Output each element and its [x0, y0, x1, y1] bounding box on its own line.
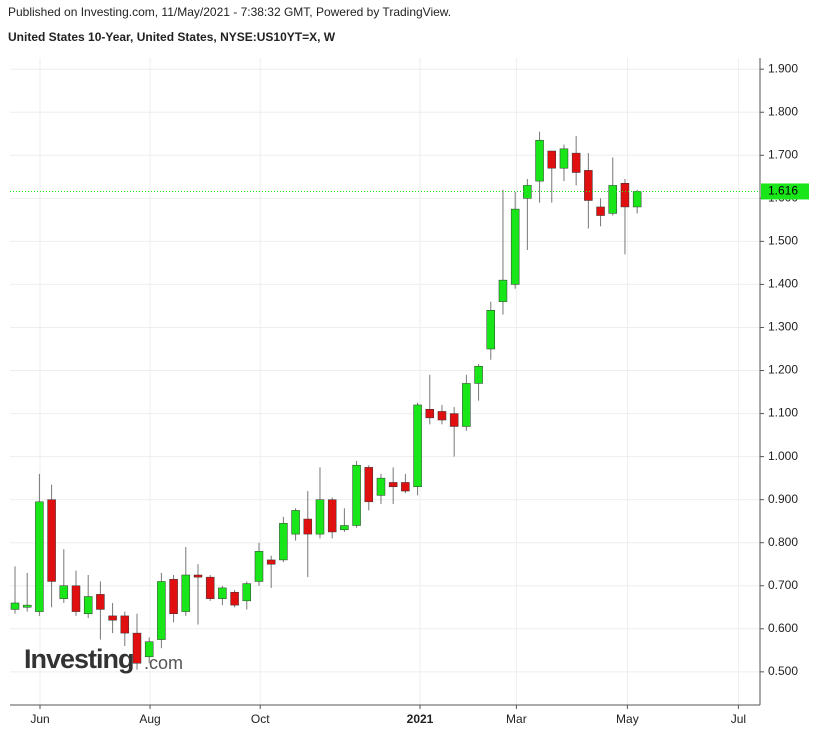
- candle-body: [266, 559, 276, 565]
- chart-title: United States 10-Year, United States, NY…: [8, 30, 336, 44]
- candle-body: [22, 604, 32, 608]
- watermark-suffix: .com: [144, 653, 183, 673]
- candle-body: [218, 587, 227, 599]
- candle-body: [108, 615, 117, 621]
- candle-body: [340, 525, 349, 531]
- candle-body: [462, 383, 471, 427]
- candle-body: [96, 594, 105, 610]
- candle-body: [303, 518, 313, 535]
- candle-body: [59, 585, 69, 599]
- candle-body: [535, 139, 544, 182]
- candle-body: [474, 365, 483, 384]
- candle-body: [486, 310, 496, 350]
- candle-body: [230, 591, 239, 606]
- candle-body: [632, 191, 642, 208]
- y-tick-label: 0.500: [768, 664, 798, 678]
- candle-body: [596, 206, 605, 216]
- x-tick-label: May: [616, 712, 639, 726]
- candle-body: [71, 585, 81, 612]
- candle-body: [510, 208, 520, 285]
- candle-body: [547, 150, 557, 169]
- x-tick-label: Mar: [506, 712, 527, 726]
- candle-body: [437, 411, 447, 421]
- x-tick-label: Oct: [251, 712, 270, 726]
- last-price-label: 1.616: [768, 184, 798, 198]
- candle-body: [608, 185, 618, 214]
- candle-body: [364, 467, 374, 503]
- candle-body: [388, 482, 398, 488]
- candle-body: [413, 404, 422, 488]
- y-tick-label: 0.700: [768, 578, 798, 592]
- y-tick-label: 1.700: [768, 147, 798, 161]
- candle-body: [498, 279, 508, 302]
- candle-body: [279, 523, 288, 561]
- candle-body: [181, 574, 191, 612]
- candle-body: [144, 641, 154, 658]
- candle-body: [10, 602, 20, 610]
- candle-body: [193, 574, 203, 578]
- y-tick-label: 1.400: [768, 277, 798, 291]
- y-tick-label: 0.900: [768, 492, 798, 506]
- y-tick-label: 1.200: [768, 363, 798, 377]
- candle-body: [254, 551, 264, 582]
- y-tick-label: 1.100: [768, 406, 798, 420]
- watermark: Investing: [24, 644, 134, 674]
- candle-body: [523, 185, 532, 199]
- candle-body: [205, 576, 215, 599]
- candle-body: [291, 510, 300, 535]
- last-price-box: [761, 183, 809, 200]
- x-tick-label: 2021: [407, 712, 434, 726]
- x-tick-label: Jun: [30, 712, 49, 726]
- y-tick-label: 0.800: [768, 535, 798, 549]
- candle-body: [401, 482, 410, 492]
- y-tick-label: 0.600: [768, 621, 798, 635]
- candle-body: [584, 170, 593, 201]
- candle-body: [449, 413, 459, 427]
- candle-body: [157, 581, 166, 640]
- candles: [10, 131, 642, 670]
- candle-body: [620, 183, 630, 208]
- x-tick-label: Aug: [139, 712, 160, 726]
- grid: [10, 58, 760, 705]
- x-tick-label: Jul: [731, 712, 746, 726]
- candle-body: [83, 596, 93, 614]
- y-tick-label: 1.500: [768, 234, 798, 248]
- candle-body: [242, 583, 252, 602]
- candle-body: [327, 499, 337, 533]
- candle-body: [47, 499, 56, 582]
- candle-body: [571, 152, 581, 173]
- y-tick-label: 1.300: [768, 320, 798, 334]
- candle-body: [376, 477, 386, 496]
- header: Published on Investing.com, 11/May/2021 …: [8, 5, 451, 19]
- y-tick-label: 1.900: [768, 61, 798, 75]
- candle-body: [132, 632, 142, 664]
- candle-body: [559, 148, 569, 169]
- y-tick-label: 1.000: [768, 449, 798, 463]
- candle-body: [35, 501, 44, 612]
- candle-body: [120, 615, 130, 634]
- y-tick-label: 1.800: [768, 104, 798, 118]
- candle-body: [169, 579, 178, 614]
- candle-body: [352, 464, 361, 526]
- candle-body: [425, 409, 435, 419]
- candle-body: [315, 499, 325, 535]
